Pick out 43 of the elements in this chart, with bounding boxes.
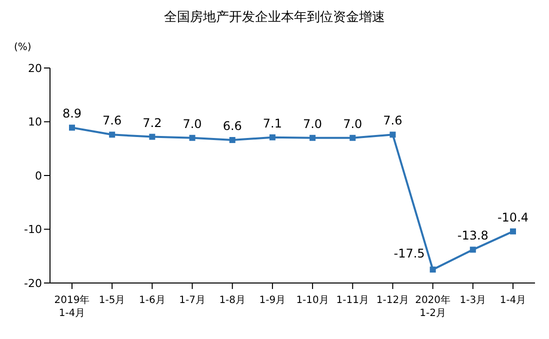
- point: [269, 134, 276, 140]
- x-tick-label: 1-8月: [219, 295, 246, 306]
- point: [69, 124, 75, 131]
- data-label: 7.2: [142, 116, 162, 130]
- data-label: 7.1: [262, 116, 282, 130]
- y-tick-label: 10: [28, 116, 42, 129]
- data-label: 7.6: [383, 114, 402, 128]
- point: [229, 137, 236, 144]
- data-label: 6.6: [222, 119, 242, 134]
- y-tick-label: -20: [24, 276, 42, 290]
- x-tick-label: 1-6月: [139, 295, 166, 306]
- y-tick-label: 0: [35, 169, 42, 182]
- data-label: -10.4: [497, 210, 529, 224]
- x-tick-label: 2019年 1-4月: [54, 294, 90, 319]
- point: [350, 134, 356, 141]
- point: [470, 246, 476, 253]
- point: [390, 132, 396, 138]
- data-label: 7.0: [182, 116, 202, 131]
- point: [310, 134, 316, 141]
- data-label: 7.6: [102, 114, 122, 128]
- data-label: 7.0: [303, 116, 322, 131]
- data-label: -13.8: [457, 228, 488, 243]
- x-tick-label: 2020年 1-2月: [415, 294, 451, 319]
- point: [510, 228, 516, 234]
- chart-title: 全国房地产开发企业本年到位资金增速: [163, 9, 386, 26]
- y-tick-label: 20: [28, 62, 42, 75]
- y-tick-label: -10: [24, 223, 42, 236]
- point: [430, 266, 436, 273]
- point: [109, 132, 116, 138]
- data-label: 7.0: [343, 116, 362, 131]
- data-label: -17.5: [394, 246, 425, 261]
- x-tick-label: 1-4月: [500, 295, 526, 306]
- data-label: 8.9: [62, 106, 82, 121]
- x-tick-label: 1-5月: [98, 295, 126, 306]
- x-tick-label: 1-10月: [296, 295, 329, 306]
- x-tick-label: 1-11月: [336, 295, 369, 306]
- y-axis-title: (%): [14, 42, 32, 53]
- point: [149, 134, 156, 140]
- x-tick-label: 1-3月: [460, 295, 486, 306]
- x-tick-label: 1-12月: [376, 295, 410, 306]
- x-tick-label: 1-9月: [259, 295, 286, 306]
- x-tick-label: 1-7月: [179, 295, 206, 306]
- point: [189, 134, 196, 141]
